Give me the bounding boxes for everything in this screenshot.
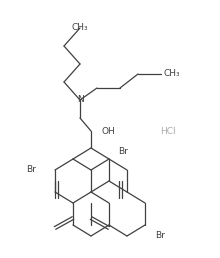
Text: N: N (77, 95, 83, 104)
Text: Br: Br (118, 148, 128, 157)
Text: Br: Br (26, 165, 36, 174)
Text: OH: OH (102, 126, 116, 135)
Text: CH₃: CH₃ (163, 69, 180, 78)
Text: CH₃: CH₃ (72, 23, 88, 33)
Text: Br: Br (155, 231, 165, 240)
Text: HCl: HCl (160, 126, 176, 135)
